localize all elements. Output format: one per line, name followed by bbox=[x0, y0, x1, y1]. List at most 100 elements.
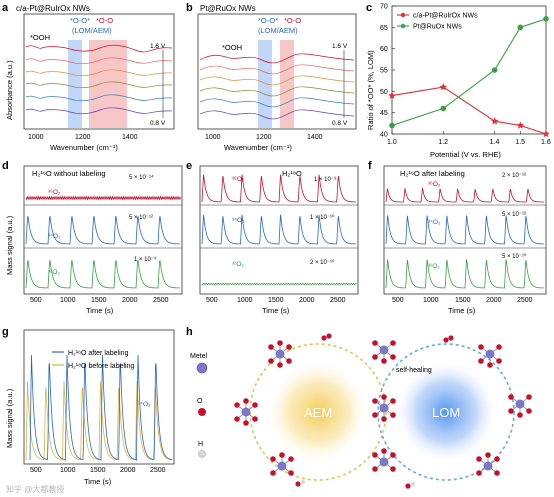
panel-a-band-red-label: *O-O bbox=[96, 16, 113, 25]
panel-g-xtick-0: 500 bbox=[30, 467, 42, 474]
cluster-top-mid bbox=[372, 340, 396, 364]
panel-b-frame bbox=[197, 13, 357, 130]
panel-e-xtick-2: 1500 bbox=[268, 297, 284, 304]
panel-g-xtick-3: 2000 bbox=[120, 467, 136, 474]
panel-e-trace-label-1: ³⁴O₂ bbox=[232, 217, 245, 224]
panel-d-scale-2: 1 × 10⁻⁹ bbox=[134, 256, 157, 263]
cluster-bottom-right bbox=[476, 452, 500, 476]
watermark: 知乎 @大都教授 bbox=[6, 484, 64, 494]
panel-a-band-blue-label: *O-O* bbox=[70, 16, 90, 25]
panel-f-xtick-0: 500 bbox=[392, 297, 404, 304]
panel-g-xtick-4: 2500 bbox=[150, 467, 166, 474]
panel-e-xtick-4: 2500 bbox=[330, 297, 346, 304]
panel-c-ytick-label: 70 bbox=[380, 4, 388, 11]
panel-g: g H₂¹⁶O after labeling H₂¹⁸O before labe… bbox=[2, 326, 175, 486]
panel-a-spectrum-2 bbox=[25, 57, 173, 65]
legend-hydrogen-swatch bbox=[198, 450, 206, 458]
panel-b-band-red bbox=[280, 40, 294, 128]
panel-g-xlabel: Time (s) bbox=[84, 477, 112, 486]
panel-letter-d: d bbox=[2, 160, 9, 172]
panel-e-scale-2: 2 × 10⁻¹⁰ bbox=[310, 259, 335, 266]
panel-g-legend-label-1: H₂¹⁸O before labeling bbox=[68, 363, 134, 370]
panel-b-xtick-0: 1000 bbox=[205, 134, 221, 141]
panel-d-traces bbox=[25, 195, 181, 289]
panel-e-title: H₂¹⁸O bbox=[282, 169, 302, 178]
self-healing-label: self-healing bbox=[396, 367, 432, 374]
panel-b-xlabel: Wavenumber (cm⁻¹) bbox=[224, 143, 292, 152]
panel-a: a c/a-Pt@RuIrOx NWs *O-O* *O-O (LOM/AEM)… bbox=[2, 2, 175, 152]
panel-b-spectra bbox=[199, 53, 355, 120]
panel-a-spectra bbox=[25, 44, 173, 115]
panel-a-ylabel: Absorbance (a.u.) bbox=[5, 60, 14, 120]
panel-c: c 1.0 1.2 1.4 1.5 1.6 40 45 50 55 60 65 70 c/a-Pt@Ru… bbox=[366, 2, 551, 159]
cluster-bottom-mid bbox=[372, 448, 396, 472]
panel-b-band-blue bbox=[258, 40, 272, 128]
panel-a-xtick-0: 1000 bbox=[28, 134, 44, 141]
panel-f-scale-2: 5 × 10⁻¹⁰ bbox=[502, 253, 527, 260]
cluster-left bbox=[234, 398, 258, 426]
panel-letter-e: e bbox=[186, 160, 192, 172]
panel-d-xlabel: Time (s) bbox=[86, 306, 114, 315]
panel-b-band-red-label: *O-O bbox=[284, 16, 301, 25]
panel-d-frame bbox=[23, 165, 183, 295]
legend-metal-label: Metel bbox=[190, 353, 208, 360]
panel-c-point-0-3 bbox=[516, 121, 525, 129]
panel-a-xtick-1: 1200 bbox=[75, 134, 91, 141]
panel-e-trace-label-0: ³⁶O₂ bbox=[232, 176, 245, 183]
panel-letter-f: f bbox=[368, 160, 372, 172]
cluster-bottom-left bbox=[270, 452, 294, 476]
panel-a-spectrum-5 bbox=[25, 94, 173, 102]
panel-a-spectrum-1 bbox=[25, 44, 173, 53]
legend-hydrogen-label: H bbox=[198, 441, 203, 448]
panel-letter-h: h bbox=[186, 326, 193, 338]
panel-d-trace-36-noise bbox=[25, 195, 181, 201]
panel-a-v-low: 0.8 V bbox=[150, 120, 166, 127]
panel-g-trace-before bbox=[25, 380, 173, 461]
panel-d-ylabel: Mass signal (a.u.) bbox=[5, 215, 14, 275]
panel-g-trace-label: ³⁴O₂ bbox=[138, 401, 151, 408]
panel-f-trace-34 bbox=[385, 215, 545, 245]
cluster-top-right bbox=[478, 344, 502, 368]
panel-g-legend-label-0: H₂¹⁶O after labeling bbox=[68, 350, 129, 357]
panel-c-xtick-label: 1.5 bbox=[515, 139, 525, 146]
panel-d-scale-0: 5 × 10⁻¹⁴ bbox=[129, 174, 154, 181]
panel-a-xlabel: Wavenumber (cm⁻¹) bbox=[50, 143, 118, 152]
panel-a-spectrum-4 bbox=[25, 81, 173, 89]
panel-c-series-line-1 bbox=[391, 18, 547, 126]
aem-glow bbox=[268, 362, 368, 462]
panel-f-xlabel: Time (s) bbox=[448, 306, 476, 315]
cluster-center bbox=[372, 394, 396, 422]
panel-f-xtick-4: 2500 bbox=[517, 297, 533, 304]
panel-f-xtick-3: 2000 bbox=[486, 297, 502, 304]
panel-c-marks: 1.0 1.2 1.4 1.5 1.6 40 45 50 55 60 65 70 c/a-Pt@RuIr… bbox=[380, 4, 551, 147]
panel-a-frame bbox=[23, 13, 175, 130]
panel-b-v-high: 1.6 V bbox=[332, 43, 348, 50]
panel-b-spectrum-3 bbox=[199, 75, 355, 86]
panel-b-xtick-1: 1200 bbox=[256, 134, 272, 141]
panel-g-ylabel: Mass signal (a.u.) bbox=[5, 388, 14, 448]
panel-c-xtick-label: 1.6 bbox=[541, 139, 551, 146]
panel-c-ylabel: Ratio of *OO* (%, LOM) bbox=[366, 50, 375, 130]
legend-metal-swatch bbox=[196, 362, 208, 374]
panel-a-band-blue bbox=[68, 40, 82, 128]
panel-d-trace-label-2: ³²O₂ bbox=[48, 269, 60, 276]
panel-b-v-low: 0.8 V bbox=[332, 120, 348, 127]
panel-f-trace-36 bbox=[385, 187, 544, 203]
panel-d: d H₂¹⁶O without labeling ³⁶O₂ ³⁴O₂ ³²O₂ … bbox=[2, 160, 183, 315]
panel-e-xlabel: Time (s) bbox=[262, 306, 290, 315]
panel-e-trace-34 bbox=[201, 214, 357, 245]
panel-c-xtick-label: 1.0 bbox=[387, 139, 397, 146]
panel-b-spectrum-4 bbox=[199, 86, 355, 97]
panel-c-ytick-label: 65 bbox=[380, 25, 388, 32]
panel-h: h AEM LOM self-healing Metel O H bbox=[186, 326, 532, 489]
panel-d-xtick-4: 2500 bbox=[153, 297, 169, 304]
panel-c-point-1-2 bbox=[491, 67, 498, 73]
panel-f-title: H₂¹⁶O after labeling bbox=[400, 169, 465, 178]
panel-f: f H₂¹⁶O after labeling ³⁶O₂ ³⁴O₂ ³²O₂ 2 … bbox=[368, 160, 547, 315]
panel-c-legend-marker-1 bbox=[400, 23, 406, 29]
panel-d-trace-label-0: ³⁶O₂ bbox=[48, 189, 61, 196]
panel-e-trace-32 bbox=[201, 282, 357, 286]
panel-b-band-caption: (LOM/AEM) bbox=[258, 26, 298, 35]
panel-letter-a: a bbox=[2, 2, 9, 14]
panel-e-xtick-1: 1000 bbox=[237, 297, 253, 304]
